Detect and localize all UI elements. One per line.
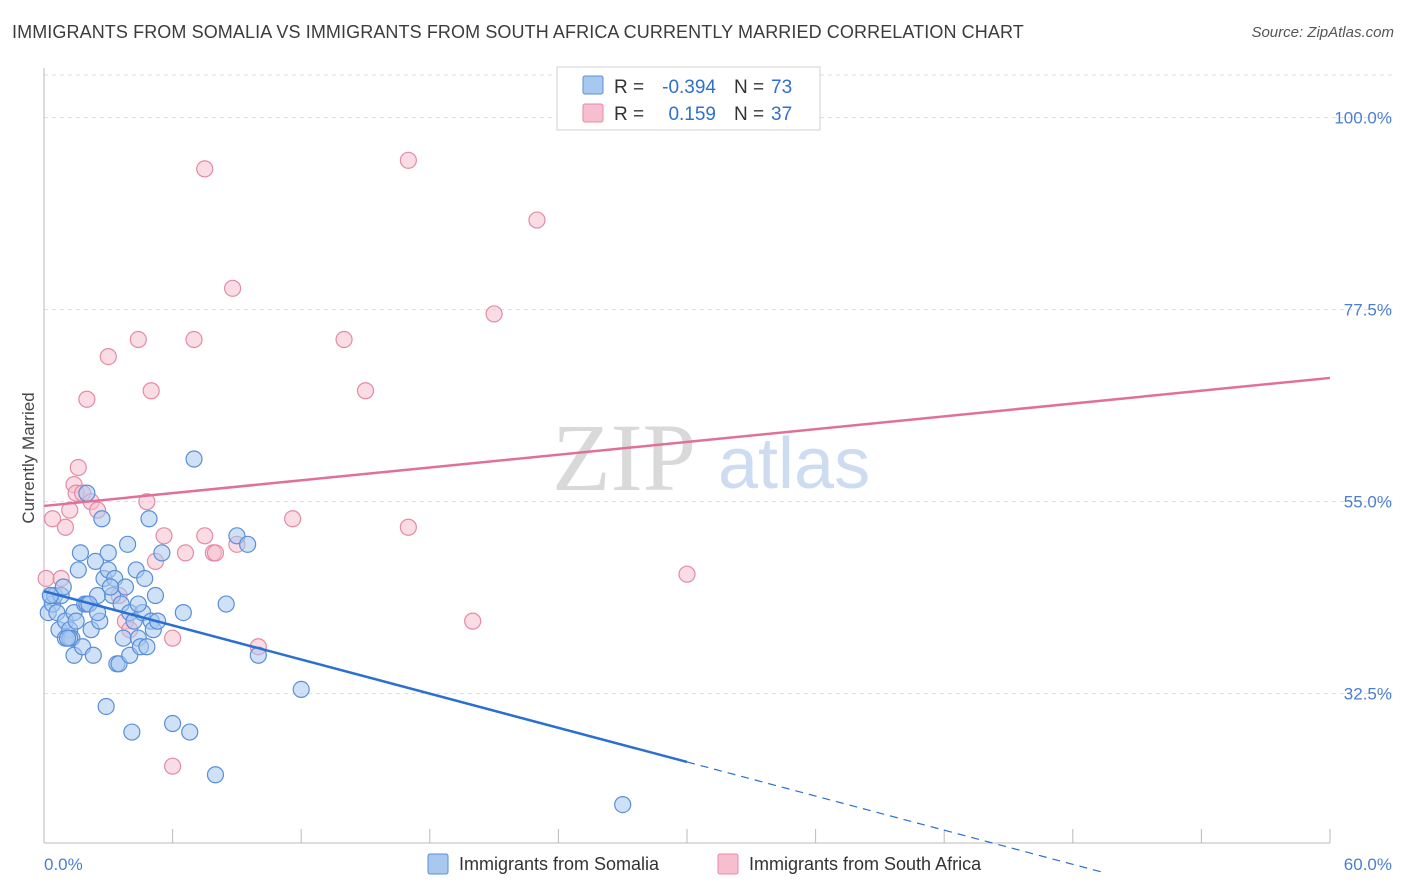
data-point bbox=[99, 348, 117, 366]
chart-source: Source: ZipAtlas.com bbox=[1251, 24, 1394, 41]
stats-swatch-southafrica bbox=[582, 103, 604, 123]
gridlines bbox=[44, 74, 1392, 695]
data-point bbox=[174, 603, 192, 622]
trend-line-somalia-extrapolated bbox=[686, 761, 1106, 874]
data-point bbox=[142, 382, 160, 400]
data-point bbox=[224, 279, 242, 297]
y-tick-label: 55.0% bbox=[1344, 493, 1392, 512]
data-point bbox=[185, 450, 203, 468]
stats-box: R = -0.394 N = 73 R = 0.159 N = 37 bbox=[556, 66, 821, 131]
data-point bbox=[140, 510, 158, 528]
data-point bbox=[136, 569, 154, 588]
data-point bbox=[84, 646, 102, 664]
data-point bbox=[138, 638, 156, 656]
y-tick-labels: 32.5% 55.0% 77.5% 100.0% bbox=[1334, 109, 1392, 704]
x-tick-max: 60.0% bbox=[1344, 855, 1392, 874]
data-point bbox=[116, 578, 135, 596]
data-point bbox=[37, 569, 55, 588]
data-point bbox=[356, 382, 375, 400]
stats-r-label-southafrica: R = bbox=[614, 104, 644, 125]
data-point bbox=[217, 595, 235, 613]
legend-swatch-southafrica bbox=[717, 853, 739, 875]
x-tick-min: 0.0% bbox=[44, 855, 83, 874]
data-point bbox=[99, 544, 117, 562]
data-point bbox=[185, 330, 203, 349]
data-point bbox=[176, 544, 195, 562]
data-point bbox=[153, 544, 171, 562]
chart-title: IMMIGRANTS FROM SOMALIA VS IMMIGRANTS FR… bbox=[12, 22, 1024, 42]
stats-swatch-somalia bbox=[582, 75, 604, 95]
data-point bbox=[146, 586, 165, 605]
data-point bbox=[56, 518, 75, 536]
legend-swatch-somalia bbox=[427, 853, 449, 875]
data-point bbox=[155, 527, 173, 545]
data-point bbox=[101, 578, 120, 596]
data-point bbox=[181, 723, 199, 741]
data-point bbox=[485, 305, 503, 323]
y-tick-label: 77.5% bbox=[1344, 301, 1392, 320]
data-point bbox=[284, 510, 302, 528]
watermark-zip: ZIP bbox=[552, 404, 696, 511]
data-point bbox=[464, 612, 482, 630]
data-point bbox=[164, 757, 182, 775]
data-point bbox=[196, 527, 214, 545]
data-point bbox=[118, 535, 137, 553]
data-point bbox=[129, 595, 147, 613]
data-point bbox=[129, 330, 147, 349]
trend-lines bbox=[43, 376, 1331, 874]
data-point bbox=[78, 484, 96, 502]
data-point bbox=[78, 390, 96, 408]
data-point bbox=[239, 535, 257, 553]
data-point bbox=[71, 544, 90, 562]
data-point bbox=[399, 518, 417, 536]
data-point bbox=[614, 795, 632, 814]
stats-n-label-southafrica: N = bbox=[734, 104, 764, 125]
data-point bbox=[43, 510, 62, 528]
data-point bbox=[206, 544, 225, 562]
stats-r-label-somalia: R = bbox=[614, 77, 644, 98]
data-point bbox=[69, 561, 87, 579]
data-point bbox=[206, 766, 225, 784]
data-point bbox=[54, 578, 72, 596]
data-point bbox=[399, 151, 417, 169]
y-tick-label: 32.5% bbox=[1344, 685, 1392, 704]
data-point bbox=[58, 629, 77, 647]
data-point bbox=[164, 629, 182, 647]
data-point bbox=[69, 458, 87, 477]
data-point bbox=[67, 612, 85, 630]
data-point bbox=[292, 680, 310, 699]
stats-r-southafrica: 0.159 bbox=[668, 104, 716, 125]
data-point bbox=[93, 510, 111, 528]
trend-line-southafrica bbox=[43, 376, 1331, 508]
stats-r-somalia: -0.394 bbox=[662, 77, 716, 98]
axes bbox=[43, 68, 1331, 844]
data-point bbox=[86, 552, 105, 571]
series-somalia-points bbox=[39, 450, 632, 814]
series-southafrica-points bbox=[37, 151, 696, 775]
y-axis-label: Currently Married bbox=[19, 392, 38, 523]
data-point bbox=[123, 723, 141, 741]
legend-label-southafrica: Immigrants from South Africa bbox=[749, 854, 982, 874]
y-tick-label: 100.0% bbox=[1334, 109, 1392, 128]
data-point bbox=[138, 493, 156, 511]
data-point bbox=[678, 565, 696, 583]
legend-label-somalia: Immigrants from Somalia bbox=[459, 854, 660, 874]
legend: Immigrants from Somalia Immigrants from … bbox=[427, 853, 982, 875]
stats-n-label-somalia: N = bbox=[734, 77, 764, 98]
trend-line-somalia bbox=[43, 590, 688, 764]
data-point bbox=[528, 211, 546, 229]
data-point bbox=[196, 160, 214, 178]
data-point bbox=[335, 330, 353, 349]
stats-n-southafrica: 37 bbox=[771, 104, 792, 125]
data-point bbox=[164, 714, 182, 733]
stats-n-somalia: 73 bbox=[771, 77, 792, 98]
data-point bbox=[97, 697, 115, 716]
data-point bbox=[114, 629, 132, 647]
watermark: ZIP atlas bbox=[552, 404, 870, 511]
